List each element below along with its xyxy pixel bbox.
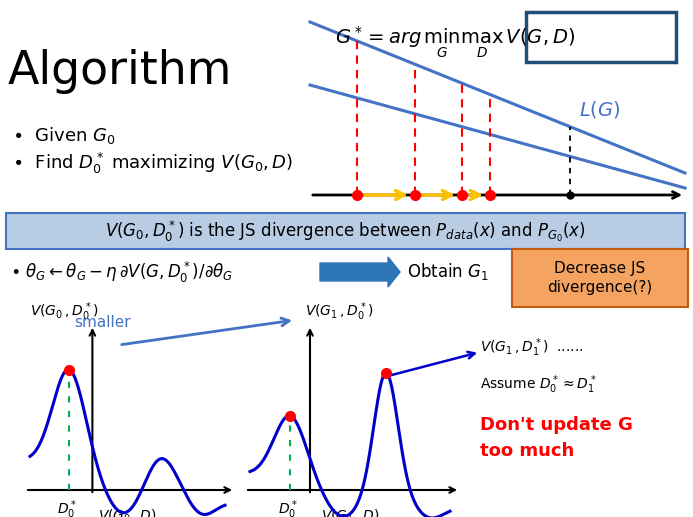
Text: $V(G_1\,,D)$: $V(G_1\,,D)$ <box>321 508 379 517</box>
Text: $G^* = arg\,\underset{G}{\min}\underset{D}{\max}\,V(G,D)$: $G^* = arg\,\underset{G}{\min}\underset{… <box>335 24 575 59</box>
Text: $V(G_0\,,D_0^*)$: $V(G_0\,,D_0^*)$ <box>30 300 98 323</box>
FancyBboxPatch shape <box>512 249 688 307</box>
Text: Don't update G
too much: Don't update G too much <box>480 417 633 460</box>
Text: Assume $D_0^* \approx D_1^*$: Assume $D_0^* \approx D_1^*$ <box>480 374 597 397</box>
Text: smaller: smaller <box>74 315 130 330</box>
Text: $D_0^*$: $D_0^*$ <box>57 498 77 517</box>
Text: $\bullet$  Find $D_0^*$ maximizing $V(G_0, D)$: $\bullet$ Find $D_0^*$ maximizing $V(G_0… <box>12 150 293 176</box>
Text: Algorithm: Algorithm <box>8 50 232 95</box>
Text: Decrease JS
divergence(?): Decrease JS divergence(?) <box>547 261 653 295</box>
Text: Obtain $G_1$: Obtain $G_1$ <box>407 262 489 282</box>
FancyBboxPatch shape <box>6 213 685 249</box>
Text: $D_0^*$: $D_0^*$ <box>278 498 298 517</box>
Text: $L(G)$: $L(G)$ <box>579 99 621 120</box>
FancyBboxPatch shape <box>526 12 676 62</box>
Text: $V(G_1\,,D_0^*)$: $V(G_1\,,D_0^*)$ <box>305 300 374 323</box>
Text: $V(G_0, D_0^*)$ is the JS divergence between $P_{data}(x)$ and $P_{G_0}(x)$: $V(G_0, D_0^*)$ is the JS divergence bet… <box>105 218 586 244</box>
Text: $V(G_1\,,D_1^*)$  ......: $V(G_1\,,D_1^*)$ ...... <box>480 337 584 359</box>
Text: $V(G_0\,,D)$: $V(G_0\,,D)$ <box>98 508 157 517</box>
Text: $\bullet\ \theta_G \leftarrow \theta_G - \eta\,\partial V(G, D_0^*)/\partial\the: $\bullet\ \theta_G \leftarrow \theta_G -… <box>10 260 234 284</box>
Polygon shape <box>320 257 400 287</box>
Text: $\bullet$  Given $G_0$: $\bullet$ Given $G_0$ <box>12 125 116 145</box>
